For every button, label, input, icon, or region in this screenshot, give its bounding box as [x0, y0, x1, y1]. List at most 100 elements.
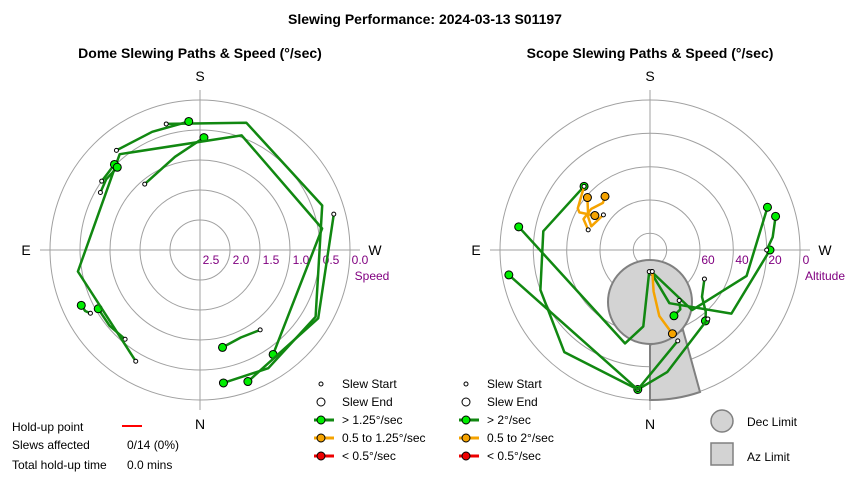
slew-path — [507, 273, 680, 391]
slew-path — [650, 205, 769, 312]
dome-scale-tick: 0.0 — [352, 253, 369, 267]
slew-path — [99, 166, 119, 194]
dome-scale-tick: 1.5 — [263, 253, 280, 267]
slew-end-point — [76, 300, 86, 310]
dome-compass-w: W — [368, 242, 382, 258]
medium-marker-icon — [461, 433, 471, 443]
slew-end-point — [590, 211, 600, 221]
slews-affected-value: 0/14 (0%) — [127, 438, 179, 452]
slew-end-marker-icon — [461, 397, 471, 407]
fast-marker-icon — [461, 415, 471, 425]
slow-marker-icon — [316, 451, 326, 461]
legend-slew-end: Slew End — [461, 395, 538, 409]
legend-fast: > 2°/sec — [459, 413, 531, 427]
legend-label: 0.5 to 1.25°/sec — [342, 431, 426, 445]
scope-compass-n: N — [645, 416, 655, 432]
slew-path — [651, 270, 674, 335]
slew-path — [246, 212, 336, 383]
slew-start-point — [113, 147, 119, 153]
slew-end-point — [771, 211, 781, 221]
legend-label: > 1.25°/sec — [342, 413, 403, 427]
legend-label: Dec Limit — [747, 415, 798, 429]
dome-scale: 2.5 2.0 1.5 1.0 0.5 0.0 Speed — [203, 253, 390, 283]
holdup-info: Hold-up point Slews affected 0/14 (0%) T… — [12, 420, 179, 472]
slew-end-point — [667, 329, 677, 339]
scope-scale: 60 40 20 0 Altitude — [701, 253, 845, 283]
scope-scale-tick: 40 — [735, 253, 749, 267]
holdup-point-label: Hold-up point — [12, 420, 84, 434]
scope-compass-e: E — [471, 242, 480, 258]
slew-end-point — [112, 162, 122, 172]
dome-scale-tick: 2.5 — [203, 253, 220, 267]
slew-path — [650, 248, 772, 315]
slew-start-point — [133, 358, 139, 364]
slew-start-point — [87, 310, 93, 316]
legend-label: > 2°/sec — [487, 413, 531, 427]
legend-slew-start: Slew Start — [318, 377, 397, 391]
dome-compass-n: N — [195, 416, 205, 432]
dome-slew-paths — [76, 116, 337, 388]
scope-title: Scope Slewing Paths & Speed (°/sec) — [527, 45, 774, 61]
slew-path — [582, 195, 607, 232]
scope-compass-w: W — [818, 242, 832, 258]
slew-start-point — [99, 178, 105, 184]
slew-end-point — [762, 202, 772, 212]
legend-medium: 0.5 to 1.25°/sec — [314, 431, 426, 445]
scope-panel: Scope Slewing Paths & Speed (°/sec) S N … — [459, 45, 845, 466]
slew-start-point — [649, 269, 655, 275]
limits-legend: Dec Limit Az Limit — [710, 409, 798, 466]
scope-slew-paths — [504, 181, 781, 394]
slew-start-point — [675, 338, 681, 344]
slew-path — [700, 277, 708, 323]
slew-start-point — [581, 183, 587, 189]
slew-start-point — [764, 247, 770, 253]
legend-slew-end: Slew End — [316, 395, 393, 409]
slew-start-point — [122, 336, 128, 342]
slew-start-marker-icon — [463, 381, 469, 387]
slew-start-point — [331, 211, 337, 217]
slew-start-point — [600, 212, 606, 218]
dec-limit-circle — [607, 259, 693, 345]
dome-scale-label: Speed — [355, 269, 390, 283]
slew-end-point — [243, 377, 253, 387]
legend-slew-start: Slew Start — [463, 377, 542, 391]
slew-end-point — [600, 191, 610, 201]
figure-title: Slewing Performance: 2024-03-13 S01197 — [288, 11, 562, 27]
scope-scale-label: Altitude — [805, 269, 845, 283]
dome-scale-tick: 2.0 — [233, 253, 250, 267]
slew-path — [586, 196, 605, 228]
slew-start-point — [257, 327, 263, 333]
slew-start-point — [705, 316, 711, 322]
slew-end-point — [514, 222, 524, 232]
legend-label: < 0.5°/sec — [487, 449, 541, 463]
az-limit-icon — [710, 442, 734, 466]
scope-scale-tick: 20 — [768, 253, 782, 267]
legend-az-limit: Az Limit — [710, 442, 790, 466]
slew-start-point — [701, 276, 707, 282]
holdup-time-label: Total hold-up time — [12, 458, 107, 472]
dome-compass-s: S — [195, 68, 204, 84]
slew-start-point — [676, 298, 682, 304]
dome-title: Dome Slewing Paths & Speed (°/sec) — [78, 45, 322, 61]
fast-marker-icon — [316, 415, 326, 425]
slew-end-point — [184, 116, 194, 126]
legend-label: < 0.5°/sec — [342, 449, 396, 463]
slew-path — [76, 134, 324, 363]
dec-limit-icon — [710, 409, 734, 433]
scope-scale-tick: 60 — [701, 253, 715, 267]
legend-label: 0.5 to 2°/sec — [487, 431, 554, 445]
legend-dec-limit: Dec Limit — [710, 409, 798, 433]
dome-panel: Dome Slewing Paths & Speed (°/sec) S N E… — [21, 45, 425, 463]
slew-end-point — [217, 342, 227, 352]
slew-end-point — [669, 311, 679, 321]
dome-compass-e: E — [21, 242, 30, 258]
slew-path — [221, 328, 262, 349]
legend-label: Slew Start — [342, 377, 397, 391]
legend-slow: < 0.5°/sec — [459, 449, 541, 463]
slew-end-point — [504, 270, 514, 280]
slews-affected-label: Slews affected — [12, 438, 90, 452]
legend-fast: > 1.25°/sec — [314, 413, 403, 427]
scope-scale-tick: 0 — [803, 253, 810, 267]
holdup-time-value: 0.0 mins — [127, 458, 172, 472]
